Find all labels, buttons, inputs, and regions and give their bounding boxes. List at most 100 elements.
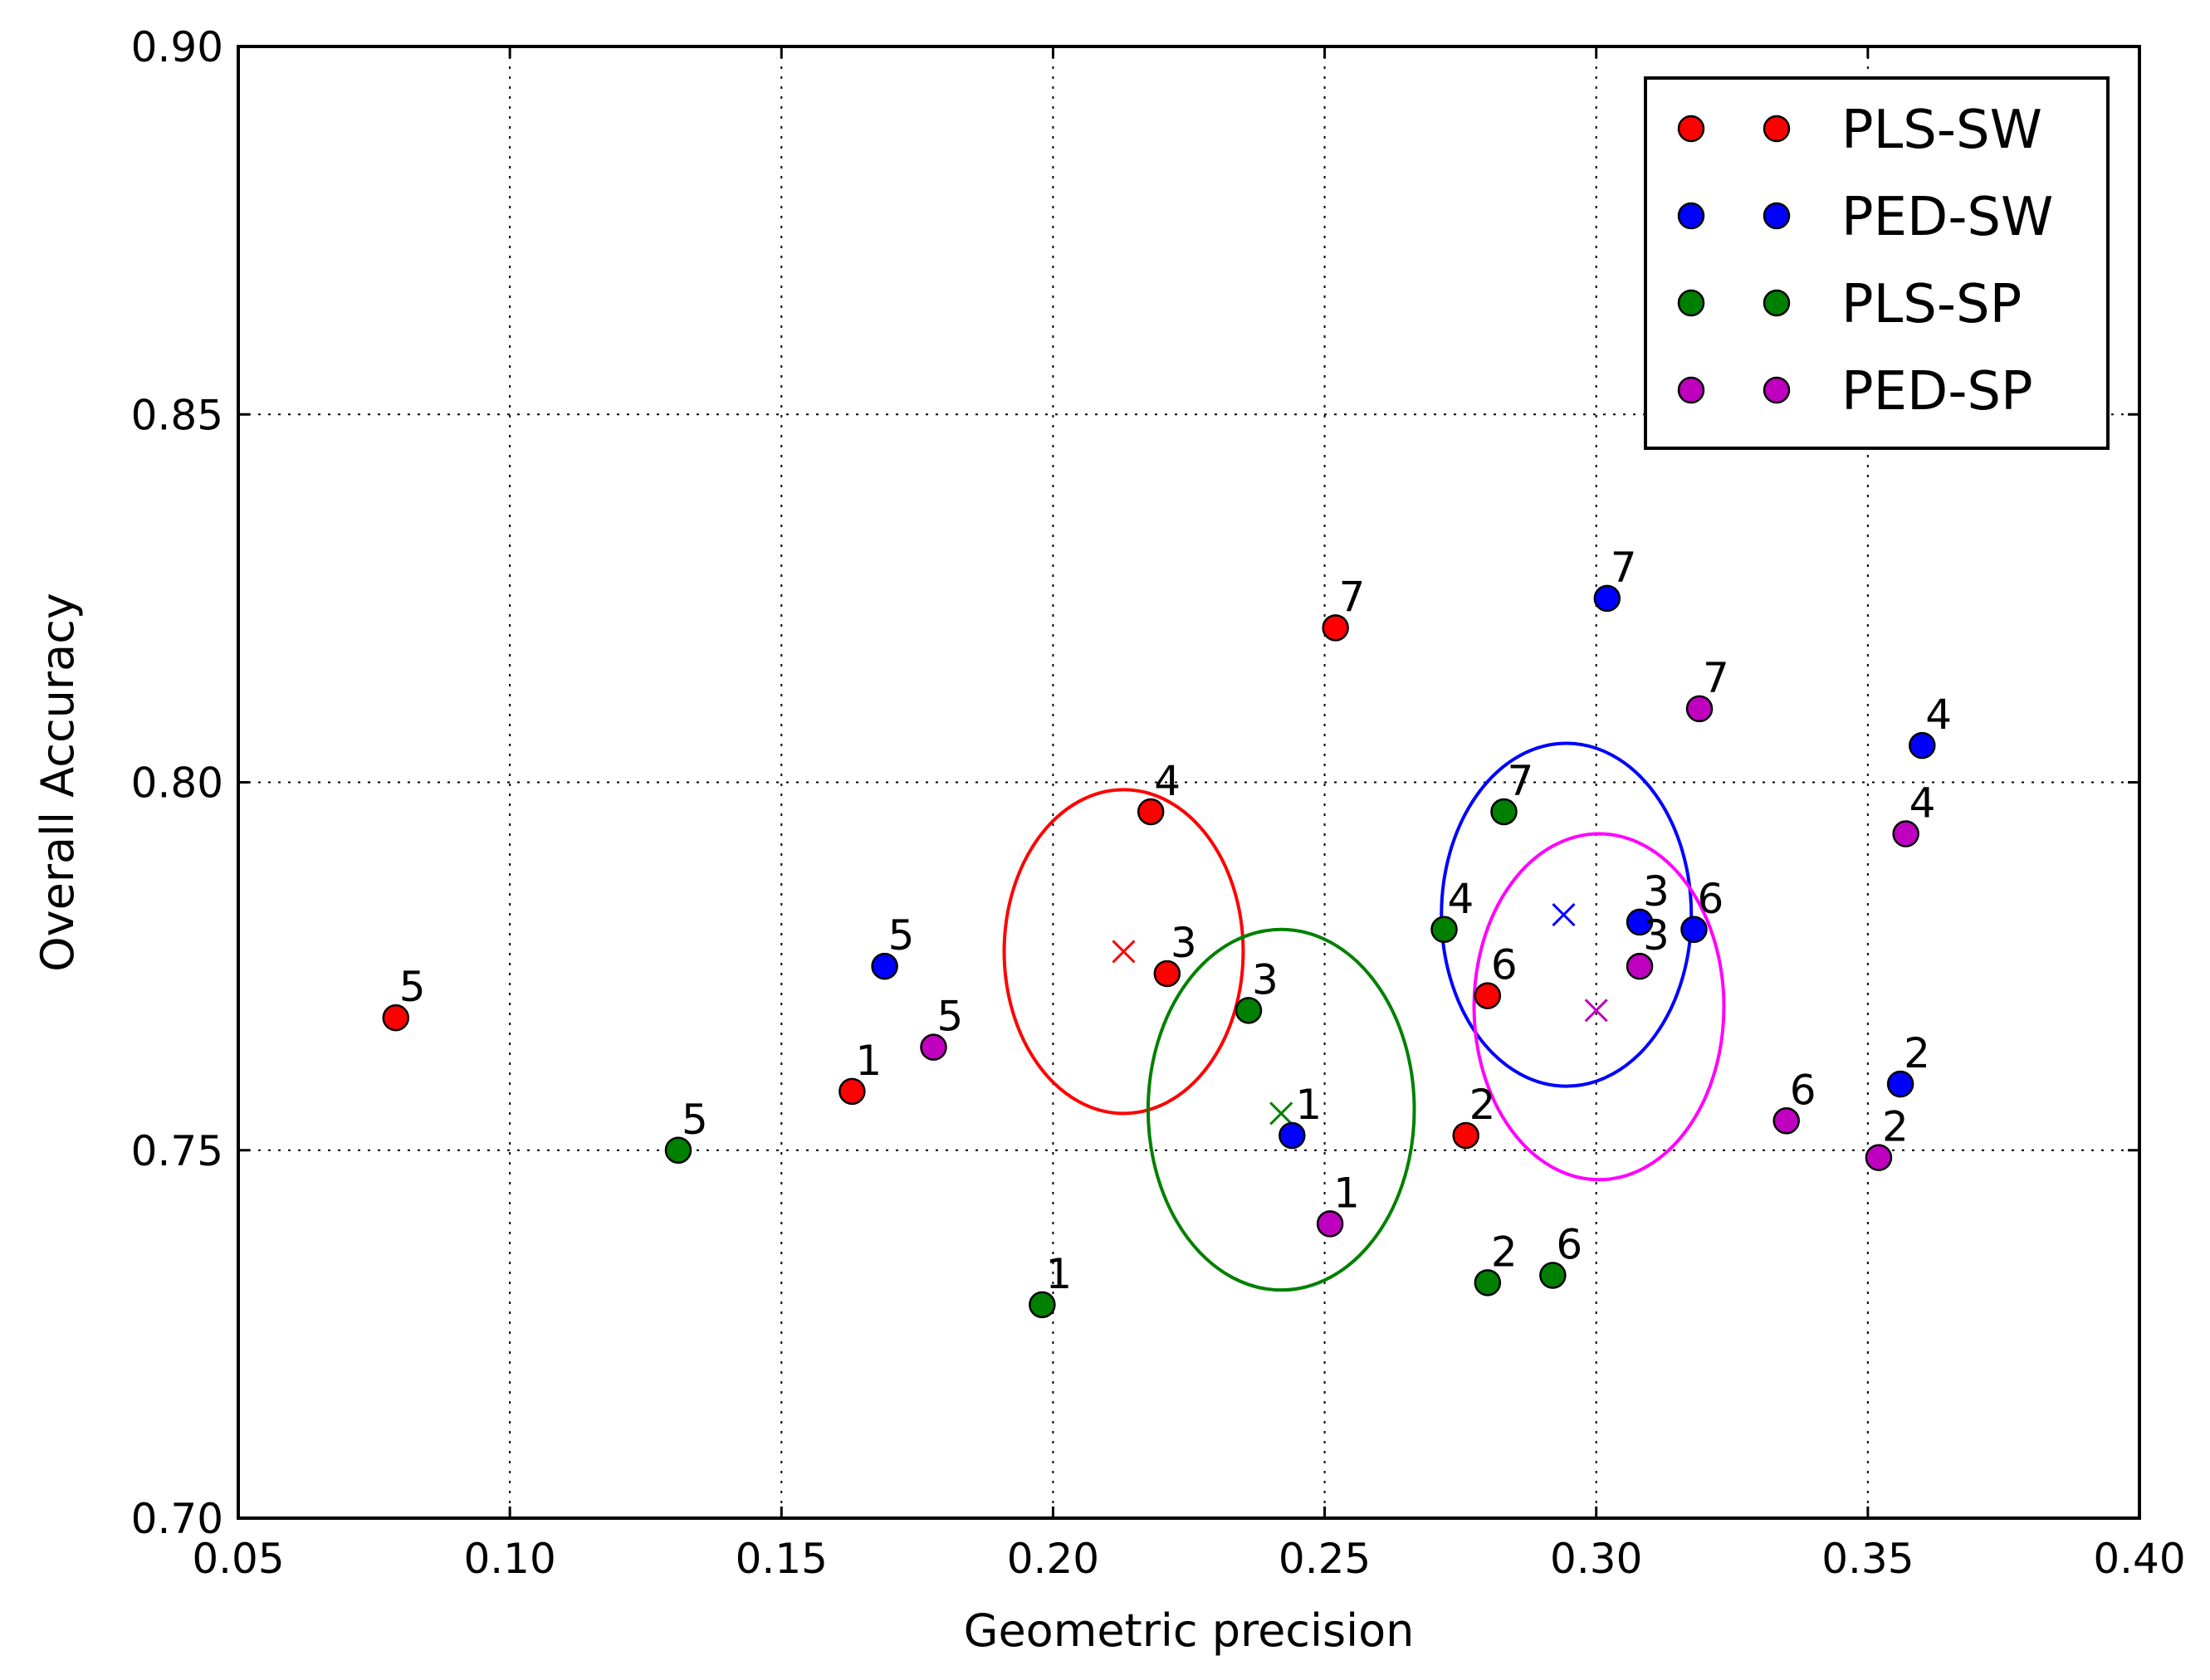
- point-label: 4: [1909, 779, 1936, 828]
- x-tick-label: 0.40: [2093, 1535, 2185, 1583]
- mean-cross-stroke: [1269, 1101, 1293, 1126]
- mean-cross-stroke: [1112, 940, 1136, 964]
- mean-markers: [1112, 903, 1608, 1126]
- point-ped-sw-1: [1279, 1121, 1306, 1150]
- point-ped-sw-5: [871, 952, 898, 980]
- point-label: 2: [1491, 1228, 1518, 1276]
- point-pls-sw-7: [1322, 614, 1349, 642]
- point-label: 7: [1339, 573, 1366, 621]
- legend-marker: [1677, 289, 1705, 317]
- point-label: 7: [1507, 757, 1533, 805]
- point-label: 5: [936, 993, 963, 1041]
- y-tick-label: 0.85: [131, 391, 223, 439]
- legend: PLS-SW PED-SW PLS-SP PED-SP: [1644, 76, 2110, 450]
- point-label: 1: [1333, 1169, 1360, 1217]
- y-tick-label: 0.80: [131, 759, 223, 808]
- x-tick-label: 0.30: [1550, 1535, 1642, 1583]
- mean-marker-ped-sw: [1552, 903, 1576, 927]
- legend-item-ped-sp: PED-SP: [1677, 361, 2033, 422]
- y-tick-label: 0.90: [131, 23, 223, 71]
- x-tick-label: 0.25: [1279, 1535, 1371, 1583]
- point-label: 3: [1643, 867, 1670, 916]
- point-pls-sw-2: [1452, 1121, 1479, 1150]
- ellipse-pls-sp: [1146, 927, 1416, 1292]
- point-label: 2: [1882, 1103, 1909, 1151]
- point-pls-sw-3: [1153, 960, 1181, 988]
- point-label: 5: [682, 1096, 708, 1144]
- ellipse-ped-sp: [1472, 832, 1726, 1182]
- point-ped-sp-7: [1685, 695, 1714, 723]
- point-label: 3: [1171, 919, 1197, 967]
- point-ped-sw-4: [1909, 731, 1936, 759]
- ellipse-pls-sw: [1002, 788, 1245, 1116]
- point-pls-sp-1: [1029, 1291, 1056, 1319]
- legend-marker: [1763, 376, 1791, 404]
- point-label: 6: [1491, 941, 1518, 989]
- axis-ticks: 0.05 0.10 0.15 0.20 0.25 0.30 0.35 0.40 0.70 0.75…: [131, 23, 2186, 1583]
- legend-label: PED-SP: [1841, 361, 2033, 422]
- legend-item-pls-sp: PLS-SP: [1677, 274, 2022, 335]
- point-label: 4: [1925, 691, 1952, 739]
- x-tick-label: 0.20: [1007, 1535, 1099, 1583]
- legend-marker: [1763, 202, 1791, 230]
- point-ped-sw-2: [1886, 1070, 1914, 1098]
- legend-item-pls-sw: PLS-SW: [1677, 100, 2042, 161]
- point-label: 1: [1045, 1250, 1072, 1298]
- point-ped-sw-6: [1680, 916, 1708, 944]
- x-axis-title: Geometric precision: [964, 1604, 1415, 1657]
- point-ped-sp-5: [920, 1033, 947, 1061]
- point-pls-sp-2: [1474, 1269, 1502, 1297]
- point-label: 1: [1295, 1081, 1322, 1129]
- point-label: 2: [1904, 1029, 1930, 1077]
- point-pls-sp-6: [1539, 1262, 1567, 1289]
- legend-label: PED-SW: [1841, 187, 2053, 248]
- point-label: 5: [399, 963, 426, 1011]
- point-label: 3: [1252, 955, 1279, 1004]
- point-pls-sw-6: [1474, 982, 1502, 1009]
- point-label: 6: [1790, 1066, 1816, 1114]
- mean-marker-pls-sw: [1112, 940, 1136, 964]
- point-pls-sw-4: [1137, 798, 1165, 826]
- confidence-ellipses: [1002, 741, 1726, 1292]
- point-pls-sp-7: [1490, 798, 1518, 826]
- point-label: 5: [888, 911, 915, 960]
- x-tick-label: 0.10: [463, 1535, 555, 1583]
- point-ped-sp-1: [1316, 1210, 1344, 1238]
- point-label: 2: [1469, 1081, 1496, 1129]
- point-label: 4: [1154, 757, 1181, 805]
- point-label: 4: [1448, 875, 1474, 923]
- legend-label: PLS-SW: [1841, 100, 2042, 161]
- x-tick-label: 0.05: [192, 1535, 284, 1583]
- x-tick-label: 0.15: [736, 1535, 828, 1583]
- legend-item-ped-sw: PED-SW: [1677, 187, 2053, 248]
- x-tick-label: 0.35: [1821, 1535, 1914, 1583]
- mean-marker-pls-sp: [1269, 1101, 1293, 1126]
- legend-box: [1644, 76, 2110, 450]
- point-label: 6: [1697, 875, 1724, 923]
- ellipse-ped-sw: [1440, 741, 1694, 1088]
- legend-marker: [1677, 376, 1705, 404]
- point-ped-sp-2: [1865, 1144, 1893, 1171]
- data-points: 1 2 3 4 5 6 7 1 2 3 4 5 6 7 1 2 3 4 5 6 7 1 2 3 4 5 6 7: [382, 544, 1952, 1319]
- point-pls-sp-5: [664, 1136, 692, 1164]
- point-ped-sp-4: [1892, 820, 1919, 847]
- point-ped-sw-3: [1626, 908, 1654, 936]
- point-label: 7: [1611, 544, 1637, 592]
- point-label: 1: [855, 1037, 882, 1085]
- mean-cross-stroke: [1584, 999, 1608, 1023]
- legend-label: PLS-SP: [1841, 274, 2022, 335]
- point-pls-sp-3: [1235, 997, 1263, 1024]
- legend-marker: [1677, 202, 1705, 230]
- point-ped-sp-3: [1626, 952, 1654, 980]
- point-label: 3: [1643, 911, 1670, 960]
- legend-marker: [1763, 289, 1791, 317]
- point-pls-sw-1: [839, 1077, 866, 1106]
- point-pls-sp-4: [1430, 916, 1458, 944]
- mean-marker-ped-sp: [1584, 999, 1608, 1023]
- mean-cross-stroke: [1552, 903, 1576, 927]
- legend-marker: [1677, 115, 1705, 143]
- point-label: 6: [1556, 1220, 1582, 1268]
- point-ped-sw-7: [1593, 584, 1621, 613]
- y-tick-label: 0.75: [131, 1127, 223, 1175]
